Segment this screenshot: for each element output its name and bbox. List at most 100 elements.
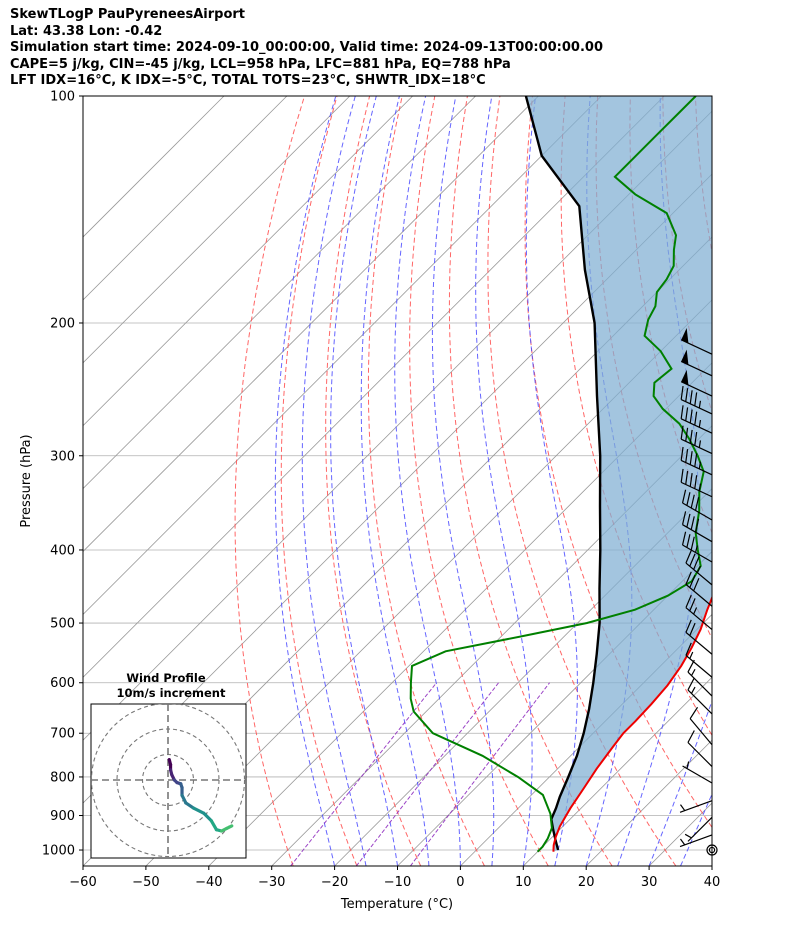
wind-barb-flag (681, 328, 689, 344)
wind-barb (680, 405, 713, 434)
wind-barb-full (680, 385, 684, 400)
stability-indices-2: LFT IDX=16°C, K IDX=-5°C, TOTAL TOTS=23°… (10, 73, 486, 88)
hodograph-title: Wind Profile (126, 671, 206, 685)
wind-barb-full (690, 494, 695, 509)
wind-barb (679, 834, 713, 848)
y-tick-label: 600 (50, 676, 75, 691)
wind-barb-shaft (682, 502, 713, 521)
wind-barb-full (689, 622, 696, 636)
wind-barb-full (681, 511, 687, 525)
wind-barb-shaft (685, 562, 713, 586)
wind-barb-flag (681, 369, 689, 386)
wind-barb-shaft (680, 481, 713, 498)
hodograph-trace-segment (225, 824, 234, 831)
moist-adiabat (330, 96, 398, 866)
isotherm-line (83, 96, 476, 490)
wind-barb-half (698, 483, 702, 491)
wind-barb-full (689, 409, 693, 424)
dry-adiabat (409, 96, 549, 866)
hodograph-subtitle: 10m/s increment (117, 686, 226, 700)
x-tick-label: 40 (704, 875, 721, 890)
isotherm-line (83, 96, 665, 678)
wind-barb-full (680, 405, 684, 419)
wind-barb-half (689, 651, 694, 659)
chart-header: SkewTLogP PauPyreneesAirport Lat: 43.38 … (10, 7, 603, 90)
wind-barb-shaft (687, 742, 713, 767)
wind-barb (685, 594, 713, 630)
wind-barb-shaft (682, 524, 713, 543)
wind-barbs (679, 328, 718, 856)
mixing-ratio-line (355, 682, 499, 866)
wind-barb-full (689, 429, 693, 444)
dewpoint-profile-line (409, 96, 705, 853)
wind-barb-flag (681, 349, 689, 365)
isotherm-line (83, 96, 602, 615)
x-tick-label: 10 (515, 875, 532, 890)
wind-barb (680, 369, 713, 397)
cape-cin-shading (525, 96, 712, 852)
isotherm-line (397, 550, 712, 866)
wind-barb-full (681, 489, 687, 504)
dry-adiabat (761, 96, 794, 866)
wind-barb-full (694, 518, 700, 533)
wind-barb-full (680, 468, 684, 483)
moist-adiabat (617, 96, 699, 866)
wind-barb-shaft (682, 544, 713, 563)
wind-barb (681, 531, 713, 563)
wind-barb-full (690, 536, 695, 551)
wind-barb-full (685, 642, 692, 656)
wind-barb (680, 349, 713, 377)
wind-barb-full (685, 571, 692, 585)
x-tick-label: 20 (578, 875, 595, 890)
x-tick-label: 30 (641, 875, 658, 890)
wind-barb-half (696, 565, 701, 573)
wind-barb-full (686, 534, 691, 548)
isotherm-line (83, 96, 413, 427)
isotherm-line (271, 425, 712, 866)
wind-barb (680, 385, 713, 415)
wind-barb-full (686, 492, 691, 506)
moist-adiabat (525, 96, 578, 866)
wind-barb-full (694, 475, 698, 489)
y-tick-label: 300 (50, 449, 75, 464)
wind-barb-half (679, 838, 686, 846)
x-tick-label: −20 (321, 875, 348, 890)
wind-barb-full (689, 390, 693, 404)
wind-barb-shaft (687, 689, 713, 715)
wind-barb-half (698, 461, 702, 470)
dry-adiabat (325, 96, 422, 866)
wind-barb-full (694, 497, 700, 511)
x-tick-label: −10 (384, 875, 411, 890)
wind-barb-full (689, 574, 696, 588)
wind-barb-full (685, 449, 689, 463)
isotherm-line (83, 96, 539, 553)
moist-adiabat (301, 96, 367, 866)
station-coordinates: Lat: 43.38 Lon: -0.42 (10, 23, 163, 39)
isotherm-line (145, 299, 712, 866)
wind-barb-shaft (680, 418, 713, 434)
wind-barb-half (690, 686, 696, 694)
wind-barb-shaft (685, 607, 713, 630)
wind-barb-shaft (685, 631, 713, 655)
wind-barb-full (687, 677, 695, 691)
wind-barb-half (690, 668, 696, 676)
wind-barb (680, 446, 713, 476)
wind-barb-shaft (689, 718, 713, 746)
wind-barb-full (685, 427, 689, 442)
wind-barb-half (684, 833, 692, 839)
y-tick-label: 100 (50, 90, 75, 105)
wind-barb-shaft (687, 816, 713, 842)
x-tick-label: −50 (132, 875, 159, 890)
wind-barb-full (680, 425, 684, 440)
y-tick-label: 900 (50, 809, 75, 824)
wind-barb-full (689, 706, 699, 719)
wind-barb-full (685, 388, 689, 402)
dry-adiabat (728, 96, 794, 866)
wind-barb (687, 659, 713, 697)
wind-barb-full (687, 730, 695, 743)
sounding-profiles (409, 96, 712, 853)
wind-barb-full (685, 550, 692, 564)
hodograph-inset: Wind Profile 10m/s increment (90, 671, 247, 859)
x-tick-label: −40 (195, 875, 222, 890)
